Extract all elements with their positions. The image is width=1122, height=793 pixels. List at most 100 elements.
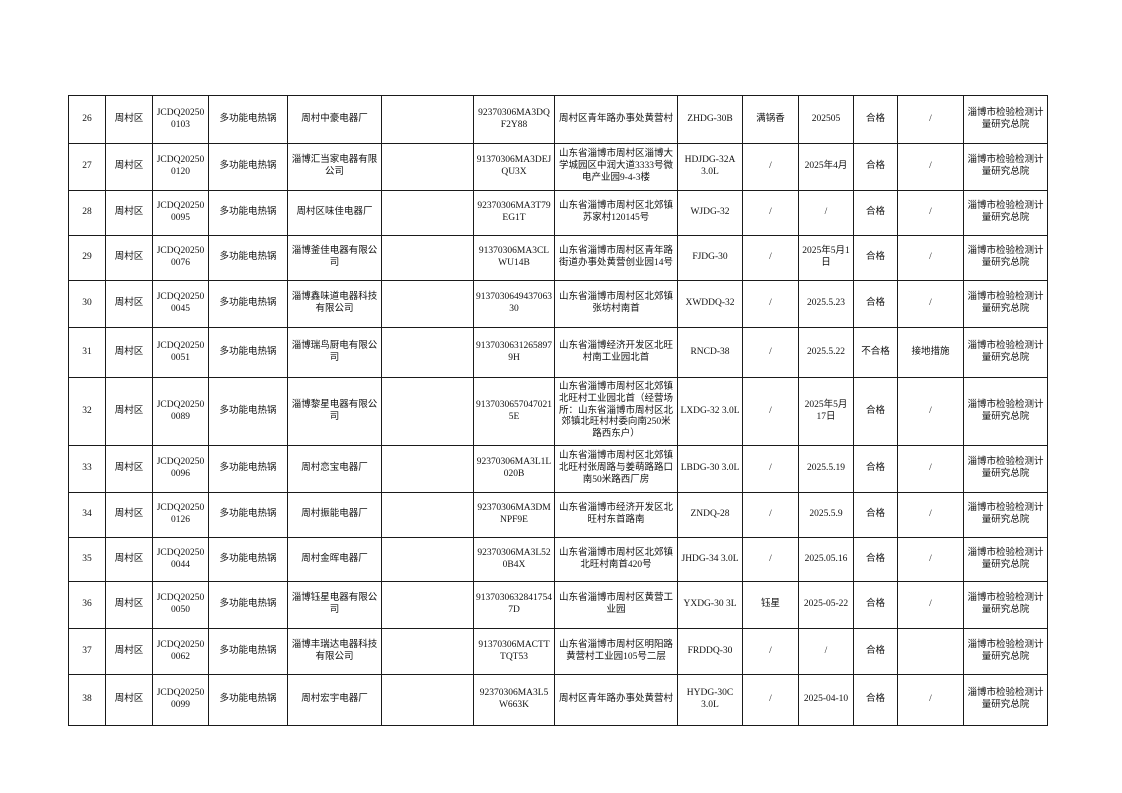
seq-cell: 38 [68, 674, 106, 726]
result-cell: 合格 [853, 377, 898, 446]
district-cell: 周村区 [105, 327, 153, 378]
report-no-cell: JCDQ202500076 [152, 235, 209, 281]
empty-cell [381, 492, 474, 538]
agency-cell: 淄博市检验检测计量研究总院 [963, 581, 1048, 629]
result-cell: 合格 [853, 95, 898, 144]
model-cell: RNCD-38 [677, 327, 743, 378]
measures-cell: / [897, 143, 964, 191]
table-row: 31 周村区 JCDQ202500051 多功能电热锅 淄博瑞鸟厨电有限公司 913703… [68, 327, 1048, 378]
report-no-cell: JCDQ202500120 [152, 143, 209, 191]
address-cell: 山东省淄博市周村区淄博大学城园区中润大道3333号微电产业园9-4-3楼 [554, 143, 678, 191]
result-cell: 合格 [853, 445, 898, 493]
table-row: 37 周村区 JCDQ202500062 多功能电热锅 淄博丰瑞达电器科技有限公司 913… [68, 628, 1048, 675]
seq-cell: 27 [68, 143, 106, 191]
seq-cell: 37 [68, 628, 106, 675]
result-cell: 合格 [853, 492, 898, 538]
seq-cell: 30 [68, 280, 106, 328]
company-name-cell: 淄博黎星电器有限公司 [287, 377, 382, 446]
date-cell: 2025年5月17日 [798, 377, 854, 446]
measures-cell: 接地措施 [897, 327, 964, 378]
report-no-cell: JCDQ202500099 [152, 674, 209, 726]
date-cell: 2025年5月1日 [798, 235, 854, 281]
trademark-cell: / [742, 143, 799, 191]
district-cell: 周村区 [105, 492, 153, 538]
measures-cell: / [897, 537, 964, 582]
date-cell: 2025.5.22 [798, 327, 854, 378]
agency-cell: 淄博市检验检测计量研究总院 [963, 674, 1048, 726]
table-row: 28 周村区 JCDQ202500095 多功能电热锅 周村区味佳电器厂 92370306… [68, 190, 1048, 236]
empty-cell [381, 674, 474, 726]
product-name-cell: 多功能电热锅 [208, 537, 288, 582]
result-cell: 合格 [853, 143, 898, 191]
product-name-cell: 多功能电热锅 [208, 581, 288, 629]
result-cell: 合格 [853, 674, 898, 726]
report-no-cell: JCDQ202500051 [152, 327, 209, 378]
trademark-cell: / [742, 280, 799, 328]
table-body: 26 周村区 JCDQ202500103 多功能电热锅 周村中豪电器厂 92370306M… [68, 95, 1048, 726]
agency-cell: 淄博市检验检测计量研究总院 [963, 280, 1048, 328]
company-name-cell: 淄博丰瑞达电器科技有限公司 [287, 628, 382, 675]
trademark-cell: 钰星 [742, 581, 799, 629]
product-name-cell: 多功能电热锅 [208, 628, 288, 675]
product-name-cell: 多功能电热锅 [208, 674, 288, 726]
credit-code-cell: 92370306MA3L1L020B [473, 445, 555, 493]
model-cell: LBDG-30 3.0L [677, 445, 743, 493]
agency-cell: 淄博市检验检测计量研究总院 [963, 143, 1048, 191]
credit-code-cell: 92370306MA3DMNPF9E [473, 492, 555, 538]
company-name-cell: 周村中豪电器厂 [287, 95, 382, 144]
address-cell: 山东省淄博市周村区青年路街道办事处黄营创业园14号 [554, 235, 678, 281]
company-name-cell: 淄博汇当家电器有限公司 [287, 143, 382, 191]
agency-cell: 淄博市检验检测计量研究总院 [963, 628, 1048, 675]
empty-cell [381, 537, 474, 582]
product-name-cell: 多功能电热锅 [208, 280, 288, 328]
result-cell: 合格 [853, 190, 898, 236]
district-cell: 周村区 [105, 95, 153, 144]
date-cell: 2025年4月 [798, 143, 854, 191]
address-cell: 山东省淄博市经济开发区北旺村东首路南 [554, 492, 678, 538]
result-cell: 合格 [853, 628, 898, 675]
credit-code-cell: 91370306MACTTTQT53 [473, 628, 555, 675]
empty-cell [381, 190, 474, 236]
district-cell: 周村区 [105, 235, 153, 281]
model-cell: HDJDG-32A 3.0L [677, 143, 743, 191]
trademark-cell: / [742, 492, 799, 538]
empty-cell [381, 377, 474, 446]
report-no-cell: JCDQ202500062 [152, 628, 209, 675]
table-row: 38 周村区 JCDQ202500099 多功能电热锅 周村宏宇电器厂 92370306M… [68, 674, 1048, 726]
product-name-cell: 多功能电热锅 [208, 235, 288, 281]
address-cell: 周村区青年路办事处黄营村 [554, 95, 678, 144]
measures-cell: / [897, 492, 964, 538]
credit-code-cell: 92370306MA3L520B4X [473, 537, 555, 582]
credit-code-cell: 913703064943706330 [473, 280, 555, 328]
model-cell: FRDDQ-30 [677, 628, 743, 675]
report-no-cell: JCDQ202500089 [152, 377, 209, 446]
empty-cell [381, 327, 474, 378]
district-cell: 周村区 [105, 280, 153, 328]
trademark-cell: / [742, 537, 799, 582]
product-name-cell: 多功能电热锅 [208, 143, 288, 191]
seq-cell: 26 [68, 95, 106, 144]
company-name-cell: 淄博釜佳电器有限公司 [287, 235, 382, 281]
trademark-cell: / [742, 674, 799, 726]
measures-cell: / [897, 95, 964, 144]
seq-cell: 34 [68, 492, 106, 538]
report-no-cell: JCDQ202500103 [152, 95, 209, 144]
result-cell: 合格 [853, 581, 898, 629]
district-cell: 周村区 [105, 190, 153, 236]
company-name-cell: 周村金晖电器厂 [287, 537, 382, 582]
model-cell: ZHDG-30B [677, 95, 743, 144]
product-name-cell: 多功能电热锅 [208, 492, 288, 538]
model-cell: ZNDQ-28 [677, 492, 743, 538]
measures-cell: / [897, 280, 964, 328]
seq-cell: 36 [68, 581, 106, 629]
table-row: 29 周村区 JCDQ202500076 多功能电热锅 淄博釜佳电器有限公司 913703… [68, 235, 1048, 281]
measures-cell [897, 628, 964, 675]
table-row: 30 周村区 JCDQ202500045 多功能电热锅 淄博鑫味道电器科技有限公司 913… [68, 280, 1048, 328]
address-cell: 山东省淄博市周村区北郊镇北旺村张周路与姜萌路路口南50米路西厂房 [554, 445, 678, 493]
address-cell: 山东省淄博市周村区明阳路黄营村工业园105号二层 [554, 628, 678, 675]
trademark-cell: / [742, 377, 799, 446]
model-cell: JHDG-34 3.0L [677, 537, 743, 582]
inspection-results-table: 26 周村区 JCDQ202500103 多功能电热锅 周村中豪电器厂 92370306M… [68, 95, 1048, 726]
address-cell: 山东省淄博市周村区北郊镇北旺村南首420号 [554, 537, 678, 582]
